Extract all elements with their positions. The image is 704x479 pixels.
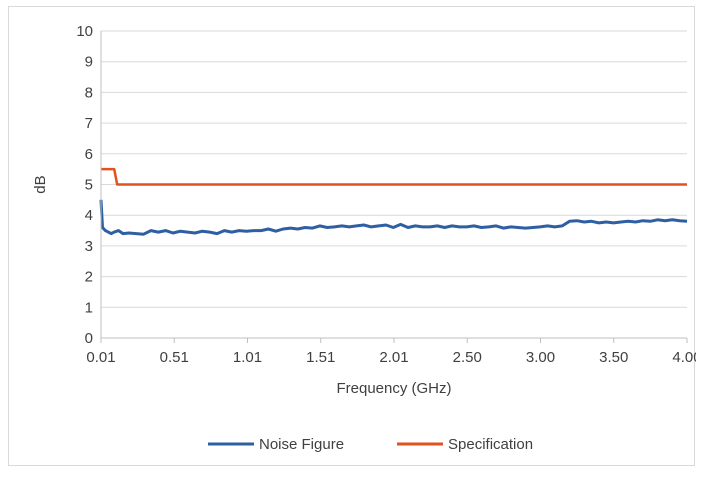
x-tick-label: 1.01 <box>233 349 262 366</box>
y-tick-label: 5 <box>85 177 93 194</box>
y-tick-label: 7 <box>85 115 93 132</box>
legend-label: Specification <box>448 436 533 453</box>
x-axis-title: Frequency (GHz) <box>336 380 451 397</box>
y-tick-label: 8 <box>85 84 93 101</box>
y-tick-label: 6 <box>85 146 93 163</box>
gridlines <box>101 30 687 308</box>
x-tick-label: 3.00 <box>526 349 555 366</box>
y-tick-label: 1 <box>85 299 93 316</box>
legend-label: Noise Figure <box>259 436 344 453</box>
series-line-specification <box>101 167 687 186</box>
chart-frame: 0 1 2 3 4 5 6 7 8 9 10 0.01 0.51 1.01 1.51 2.01 2.50 3.0… <box>8 6 696 466</box>
x-tick-label: 3.50 <box>599 349 628 366</box>
x-tick-label: 1.51 <box>306 349 335 366</box>
series-line-noise-figure <box>99 199 688 236</box>
x-tick-label: 4.00 <box>672 349 696 366</box>
series-layer <box>99 167 688 236</box>
x-tick-label: 2.50 <box>453 349 482 366</box>
x-axis-ticks: 0.01 0.51 1.01 1.51 2.01 2.50 3.00 3.50 4.00 <box>86 338 696 366</box>
noise-figure-chart: 0 1 2 3 4 5 6 7 8 9 10 0.01 0.51 1.01 1.51 2.01 2.50 3.0… <box>32 23 696 453</box>
x-tick-label: 0.01 <box>86 349 115 366</box>
y-tick-label: 9 <box>85 54 93 71</box>
y-axis-title: dB <box>32 175 49 193</box>
x-tick-label: 2.01 <box>379 349 408 366</box>
y-tick-label: 0 <box>85 330 93 347</box>
legend: Noise Figure Specification <box>208 436 533 453</box>
y-tick-label: 2 <box>85 269 93 286</box>
y-tick-label: 10 <box>76 23 93 40</box>
y-tick-label: 4 <box>85 207 93 224</box>
y-axis-ticks: 0 1 2 3 4 5 6 7 8 9 10 <box>76 23 93 347</box>
x-tick-label: 0.51 <box>160 349 189 366</box>
y-tick-label: 3 <box>85 238 93 255</box>
